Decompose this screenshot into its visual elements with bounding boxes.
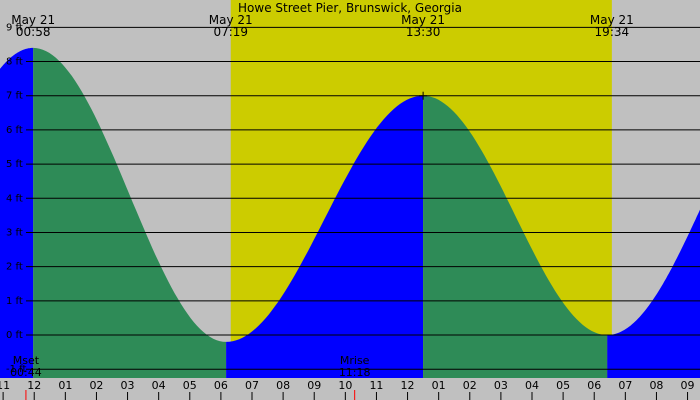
moon-event-label: Mset <box>13 354 40 367</box>
x-tick-label: 09 <box>681 379 695 392</box>
y-tick-label: 5 ft <box>6 159 23 170</box>
y-tick-label: 3 ft <box>6 227 23 238</box>
grid-lines <box>26 26 700 370</box>
y-tick-label: 1 ft <box>6 296 23 307</box>
y-tick-label: 4 ft <box>6 193 23 204</box>
x-tick-label: 02 <box>463 379 477 392</box>
y-tick-label: 8 ft <box>6 57 23 68</box>
x-tick-label: 05 <box>556 379 570 392</box>
moon-event-label: Mrise <box>340 354 370 367</box>
x-tick-label: 02 <box>89 379 103 392</box>
high-tide-date-label: May 21 <box>11 13 55 27</box>
x-tick-label: 04 <box>152 379 166 392</box>
tide-area <box>0 47 700 379</box>
moon-event-time: 11:18 <box>339 366 371 379</box>
high-tide-time-label: 13:30 <box>406 25 441 39</box>
x-tick-label: 12 <box>27 379 41 392</box>
y-tick-label: 0 ft <box>6 330 23 341</box>
rising-tide-segment <box>226 95 424 378</box>
y-tick-label: 6 ft <box>6 125 23 136</box>
high-tide-date-label: May 21 <box>401 13 445 27</box>
y-tick-label: 7 ft <box>6 91 23 102</box>
x-axis-labels: 11 12 01 02 03 04 05 06 07 08 09 10 11 12 01 02 03 04 05 06… <box>0 379 695 400</box>
x-tick-label: 08 <box>276 379 290 392</box>
x-tick-label: 06 <box>214 379 228 392</box>
x-tick-label: 01 <box>432 379 446 392</box>
sunset-time-label: 19:34 <box>595 25 630 39</box>
x-tick-label: 01 <box>58 379 72 392</box>
x-tick-label: 09 <box>307 379 321 392</box>
x-tick-label: 11 <box>0 379 10 392</box>
rising-tide-segment <box>0 47 34 379</box>
x-tick-label: 11 <box>369 379 383 392</box>
falling-tide-segment <box>423 95 608 378</box>
x-tick-label: 08 <box>649 379 663 392</box>
x-tick-label: 07 <box>618 379 632 392</box>
moon-event-time: 00:44 <box>10 366 42 379</box>
x-tick-label: 06 <box>587 379 601 392</box>
x-tick-label: 12 <box>401 379 415 392</box>
x-tick-label: 03 <box>121 379 135 392</box>
sunset-date-label: May 21 <box>590 13 634 27</box>
x-tick-label: 10 <box>338 379 352 392</box>
sunrise-date-label: May 21 <box>209 13 253 27</box>
rising-tide-segment <box>607 209 700 378</box>
x-tick-label: 04 <box>525 379 539 392</box>
y-tick-label: 2 ft <box>6 262 23 273</box>
y-axis-labels: 9 ft 8 ft 7 ft 6 ft 5 ft 4 ft 3 ft 2 ft 1 ft 0 ft… <box>6 22 26 375</box>
x-tick-label: 05 <box>183 379 197 392</box>
y-tick-label: -1 ft <box>6 364 26 375</box>
sunrise-time-label: 07:19 <box>213 25 248 39</box>
chart-title: Howe Street Pier, Brunswick, Georgia <box>238 1 462 15</box>
y-tick-label: 9 ft <box>6 22 23 33</box>
x-tick-label: 07 <box>245 379 259 392</box>
x-tick-label: 03 <box>494 379 508 392</box>
falling-tide-segment <box>33 47 227 379</box>
high-tide-time-label: 00:58 <box>16 25 51 39</box>
